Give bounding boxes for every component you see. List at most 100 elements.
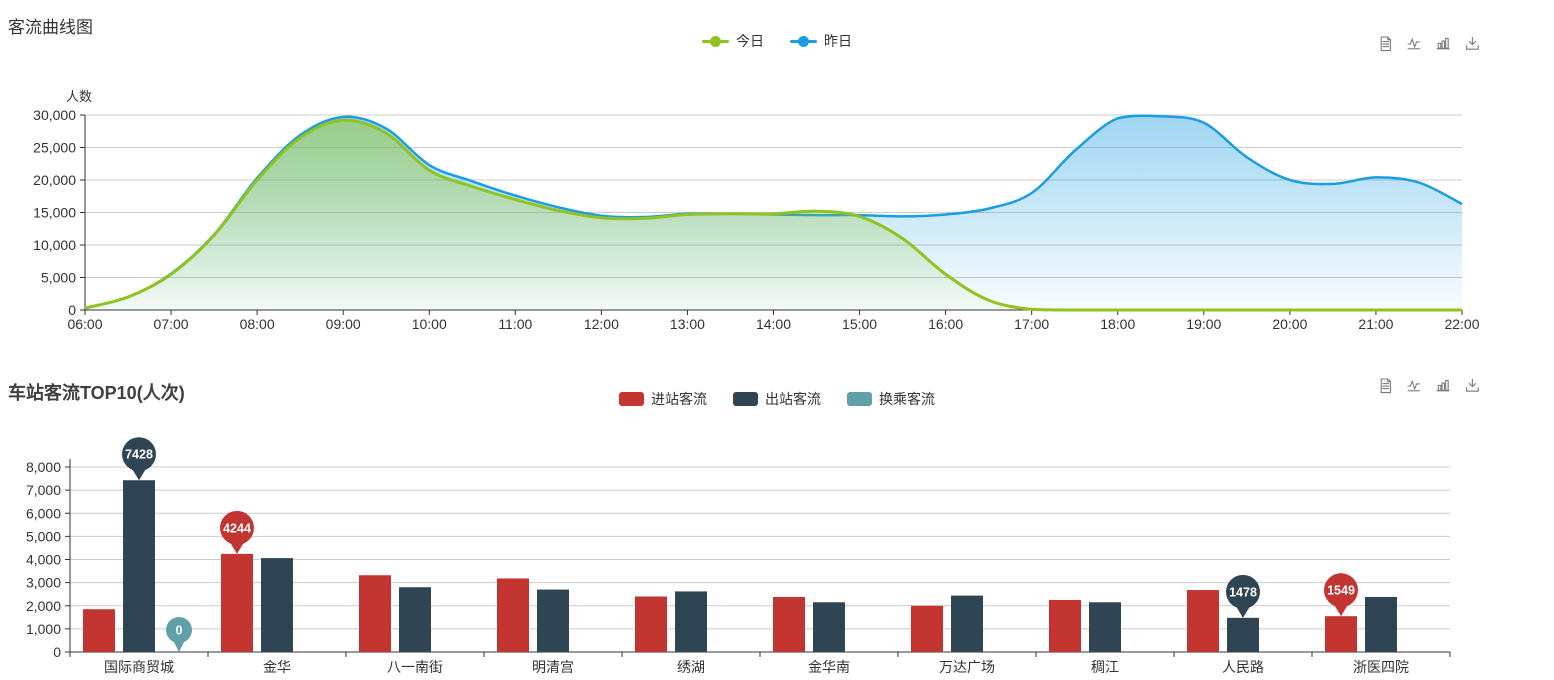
station-top10-title: 车站客流TOP10(人次) [8, 383, 185, 403]
station-top10-legend: 进站客流 出站客流 换乘客流 [0, 389, 1554, 409]
axis-label: 0 [176, 624, 183, 638]
axis-label: 万达广场 [939, 659, 995, 675]
axis-label: 6,000 [26, 505, 61, 521]
axis-label: 18:00 [1100, 316, 1135, 332]
axis-label: 08:00 [240, 316, 275, 332]
axis-label: 人数 [66, 89, 92, 104]
axis-label: 7,000 [26, 482, 61, 498]
data-view-icon[interactable] [1377, 376, 1395, 394]
bar-outbound-flow [1365, 596, 1397, 652]
legend-line-marker-icon [790, 34, 817, 48]
axis-label: 10:00 [412, 316, 447, 332]
legend-label: 今日 [736, 33, 764, 49]
mark-point-max-pin: 0 [166, 617, 192, 652]
bar-outbound-flow [537, 589, 569, 652]
axis-label: 1478 [1229, 585, 1257, 599]
axis-label: 3,000 [26, 575, 61, 591]
line-today [84, 118, 1462, 312]
axis-label: 1549 [1327, 584, 1355, 598]
mark-point-max-pin: 7428 [122, 437, 156, 481]
axis-label: 1,000 [26, 621, 61, 637]
axis-label: 25,000 [33, 140, 76, 156]
bar-outbound-flow [399, 587, 431, 652]
axis-label: 浙医四院 [1353, 659, 1409, 675]
axis-label: 16:00 [928, 316, 963, 332]
axis-label: 20,000 [33, 172, 76, 188]
bar-inbound-flow [497, 578, 529, 652]
bar-outbound-flow [261, 558, 293, 652]
mark-point-min-pin: 1549 [1324, 573, 1358, 617]
legend-item-today[interactable]: 今日 [702, 31, 764, 51]
axis-label: 15,000 [33, 205, 76, 221]
download-icon[interactable] [1464, 34, 1482, 52]
flow-curve-toolbox [1377, 34, 1482, 52]
line-type-icon[interactable] [1406, 34, 1424, 52]
axis-label: 12:00 [584, 316, 619, 332]
bar-inbound-flow [1325, 616, 1357, 652]
legend-rect-marker-icon [847, 392, 872, 406]
legend-label: 出站客流 [765, 391, 821, 407]
axis-label: 14:00 [756, 316, 791, 332]
axis-label: 8,000 [26, 459, 61, 475]
flow-curve-plot: 0 5,000 10,000 15,000 20,000 25,000 30,000 人数 06… [33, 89, 1480, 332]
axis-label: 2,000 [26, 598, 61, 614]
bar-type-icon[interactable] [1435, 34, 1453, 52]
bar-outbound-flow [1089, 602, 1121, 652]
axis-label: 20:00 [1272, 316, 1307, 332]
bar-type-icon[interactable] [1435, 376, 1453, 394]
axis-label: 4,000 [26, 552, 61, 568]
station-top10-toolbox [1377, 376, 1482, 394]
legend-item-yesterday[interactable]: 昨日 [790, 31, 852, 51]
data-view-icon[interactable] [1377, 34, 1395, 52]
axis-label: 0 [68, 302, 76, 318]
axis-label: 绣湖 [677, 659, 705, 675]
axis-label: 22:00 [1444, 316, 1479, 332]
axis-label: 八一南街 [387, 659, 443, 675]
axis-label: 13:00 [670, 316, 705, 332]
flow-curve-legend: 今日 昨日 [0, 31, 1554, 51]
axis-label: 明清宫 [532, 659, 574, 675]
axis-label: 09:00 [326, 316, 361, 332]
bar-inbound-flow [911, 605, 943, 652]
bar-inbound-flow [1187, 590, 1219, 652]
axis-label: 稠江 [1091, 659, 1119, 675]
axis-label: 15:00 [842, 316, 877, 332]
line-type-icon[interactable] [1406, 376, 1424, 394]
legend-line-marker-icon [702, 34, 729, 48]
bar-inbound-flow [773, 596, 805, 652]
legend-item-inbound-flow[interactable]: 进站客流 [619, 389, 707, 409]
axis-label: 人民路 [1222, 659, 1264, 675]
bar-outbound-flow [1227, 617, 1259, 652]
axis-label: 5,000 [26, 528, 61, 544]
station-top10-plot: 0 1,000 2,000 3,000 4,000 5,000 6,000 7,000 8,00… [26, 437, 1451, 675]
legend-label: 换乘客流 [879, 391, 935, 407]
mark-point-max-pin: 4244 [220, 510, 254, 554]
bar-outbound-flow [123, 480, 155, 652]
axis-label: 国际商贸城 [104, 659, 174, 675]
bar-inbound-flow [1049, 599, 1081, 652]
legend-item-transfer-flow[interactable]: 换乘客流 [847, 389, 935, 409]
bar-inbound-flow [221, 553, 253, 652]
axis-label: 4244 [223, 521, 251, 535]
legend-rect-marker-icon [619, 392, 644, 406]
download-icon[interactable] [1464, 376, 1482, 394]
bar-inbound-flow [359, 575, 391, 652]
axis-label: 30,000 [33, 107, 76, 123]
legend-label: 进站客流 [651, 391, 707, 407]
axis-label: 17:00 [1014, 316, 1049, 332]
axis-label: 0 [53, 644, 61, 660]
bar-inbound-flow [83, 609, 115, 652]
axis-label: 7428 [125, 448, 153, 462]
legend-item-outbound-flow[interactable]: 出站客流 [733, 389, 821, 409]
bar-outbound-flow [675, 591, 707, 652]
axis-label: 10,000 [33, 237, 76, 253]
axis-label: 11:00 [498, 316, 532, 332]
bar-outbound-flow [951, 595, 983, 652]
legend-label: 昨日 [824, 33, 852, 49]
bar-inbound-flow [635, 596, 667, 652]
axis-label: 金华 [263, 659, 291, 675]
axis-label: 07:00 [154, 316, 189, 332]
bar-outbound-flow [813, 602, 845, 652]
axis-label: 06:00 [67, 316, 102, 332]
